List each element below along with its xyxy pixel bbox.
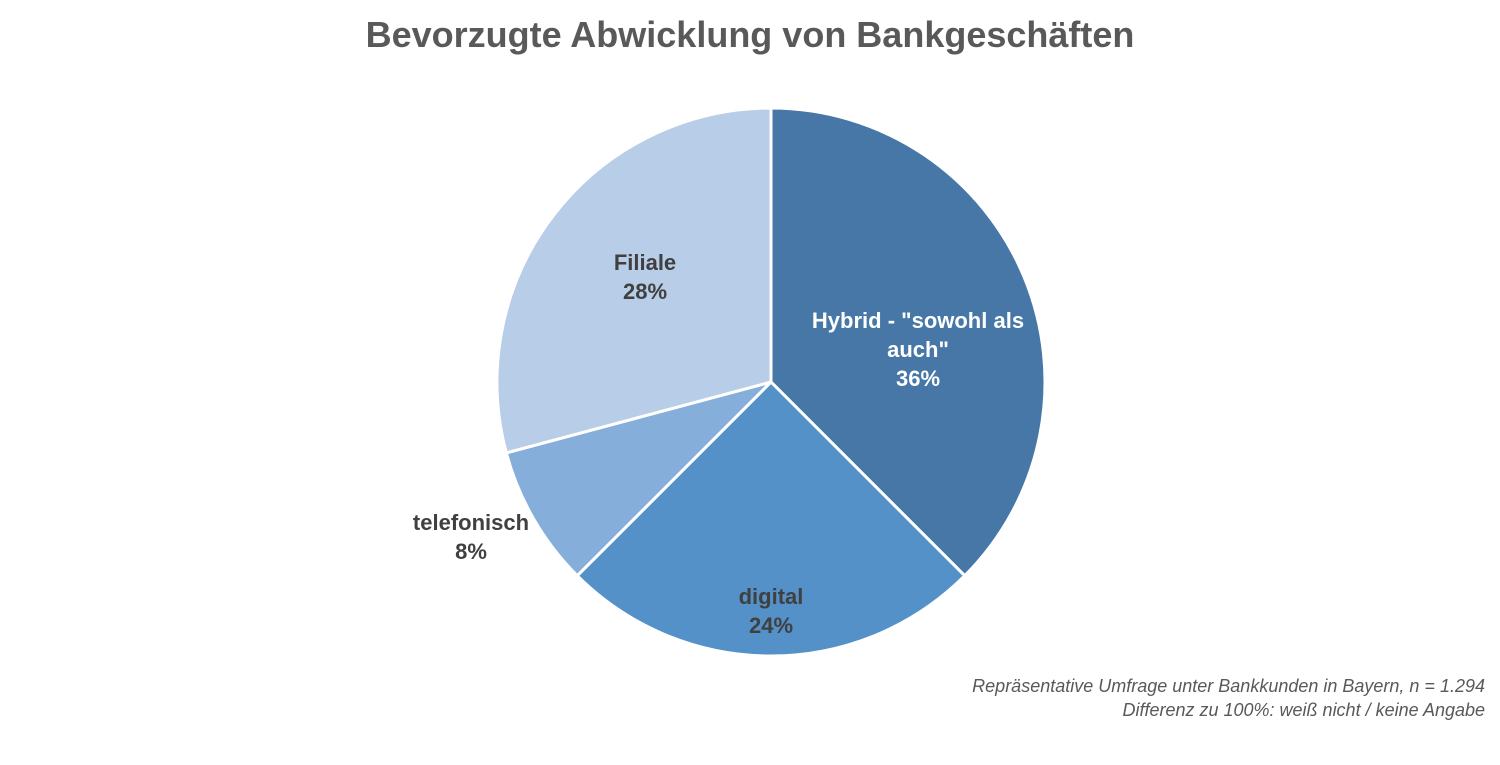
- slice-value-label: 36%: [896, 366, 940, 391]
- pie-slice: [495, 106, 773, 455]
- slice-category-label: Hybrid - "sowohl als: [812, 308, 1024, 333]
- slice-category-label: digital: [739, 584, 804, 609]
- slice-category-label: telefonisch: [413, 510, 529, 535]
- slice-value-label: 8%: [455, 539, 487, 564]
- footnote: Repräsentative Umfrage unter Bankkunden …: [972, 674, 1485, 722]
- slice-label: Filiale 28%: [614, 250, 676, 304]
- footnote-line-2: Differenz zu 100%: weiß nicht / keine An…: [1122, 700, 1485, 720]
- pie-labels: Hybrid - "sowohl als auch" 36% digital 24% te…: [413, 250, 1024, 638]
- chart-title: Bevorzugte Abwicklung von Bankgeschäften: [365, 14, 1135, 55]
- footnote-line-1: Repräsentative Umfrage unter Bankkunden …: [972, 676, 1485, 696]
- pie-slice: [504, 380, 773, 578]
- slice-category-label: Filiale: [614, 250, 676, 275]
- slice-label: telefonisch 8%: [413, 510, 529, 564]
- pie-slice: [769, 106, 1047, 578]
- pie-slice: [575, 380, 967, 658]
- slice-value-label: 28%: [623, 279, 667, 304]
- slice-value-label: 24%: [749, 613, 793, 638]
- pie-slices: [495, 106, 1047, 658]
- slice-category-label: auch": [887, 337, 949, 362]
- slice-label: digital 24%: [739, 584, 804, 638]
- slice-label: Hybrid - "sowohl als auch" 36%: [812, 308, 1024, 391]
